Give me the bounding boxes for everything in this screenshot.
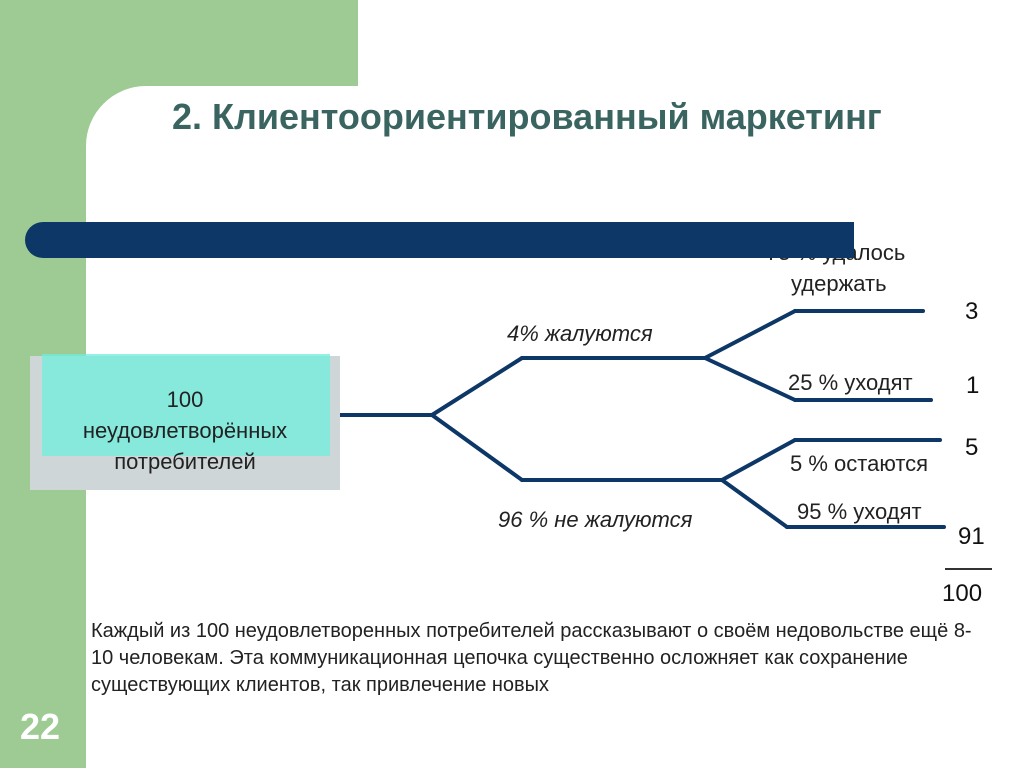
leave25-label: 25 % уходят: [788, 370, 913, 395]
root-count: 100: [166, 387, 204, 412]
result-1: 1: [966, 372, 980, 399]
result-5: 5: [965, 434, 979, 461]
footnote-text: Каждый из 100 неудовлетворенных потребит…: [91, 620, 972, 696]
root-box: [42, 354, 330, 456]
rounded-corner-decoration: [86, 86, 146, 146]
result-91: 91: [958, 523, 985, 550]
fraction-line: [945, 568, 992, 570]
slide-title: 2. Клиентоориентированный маркетинг: [172, 96, 882, 137]
not-complain-branch-diagonal: [430, 413, 524, 482]
complain-label: 4% жалуются: [507, 321, 653, 346]
leave25-diagonal: [703, 356, 797, 402]
leave95-label: 95 % уходят: [797, 499, 922, 524]
page-number: 22: [20, 706, 61, 747]
complain-branch-diagonal: [430, 356, 524, 417]
leave95-diagonal: [720, 478, 789, 529]
stay5-diagonal: [720, 438, 797, 482]
retained-label-line2: удержать: [791, 271, 887, 296]
result-total-100: 100: [942, 580, 983, 607]
retained-diagonal: [703, 309, 797, 360]
root-box-text: 100 неудовлетворённых потребителей: [30, 384, 340, 477]
not-complain-label: 96 % не жалуются: [498, 507, 693, 532]
top-green-band: [86, 0, 358, 86]
result-3: 3: [965, 298, 979, 325]
root-label-line2: потребителей: [114, 449, 256, 474]
stay5-label: 5 % остаются: [790, 451, 929, 476]
header-navy-bar: [25, 222, 854, 258]
root-label-line1: неудовлетворённых: [82, 418, 288, 443]
